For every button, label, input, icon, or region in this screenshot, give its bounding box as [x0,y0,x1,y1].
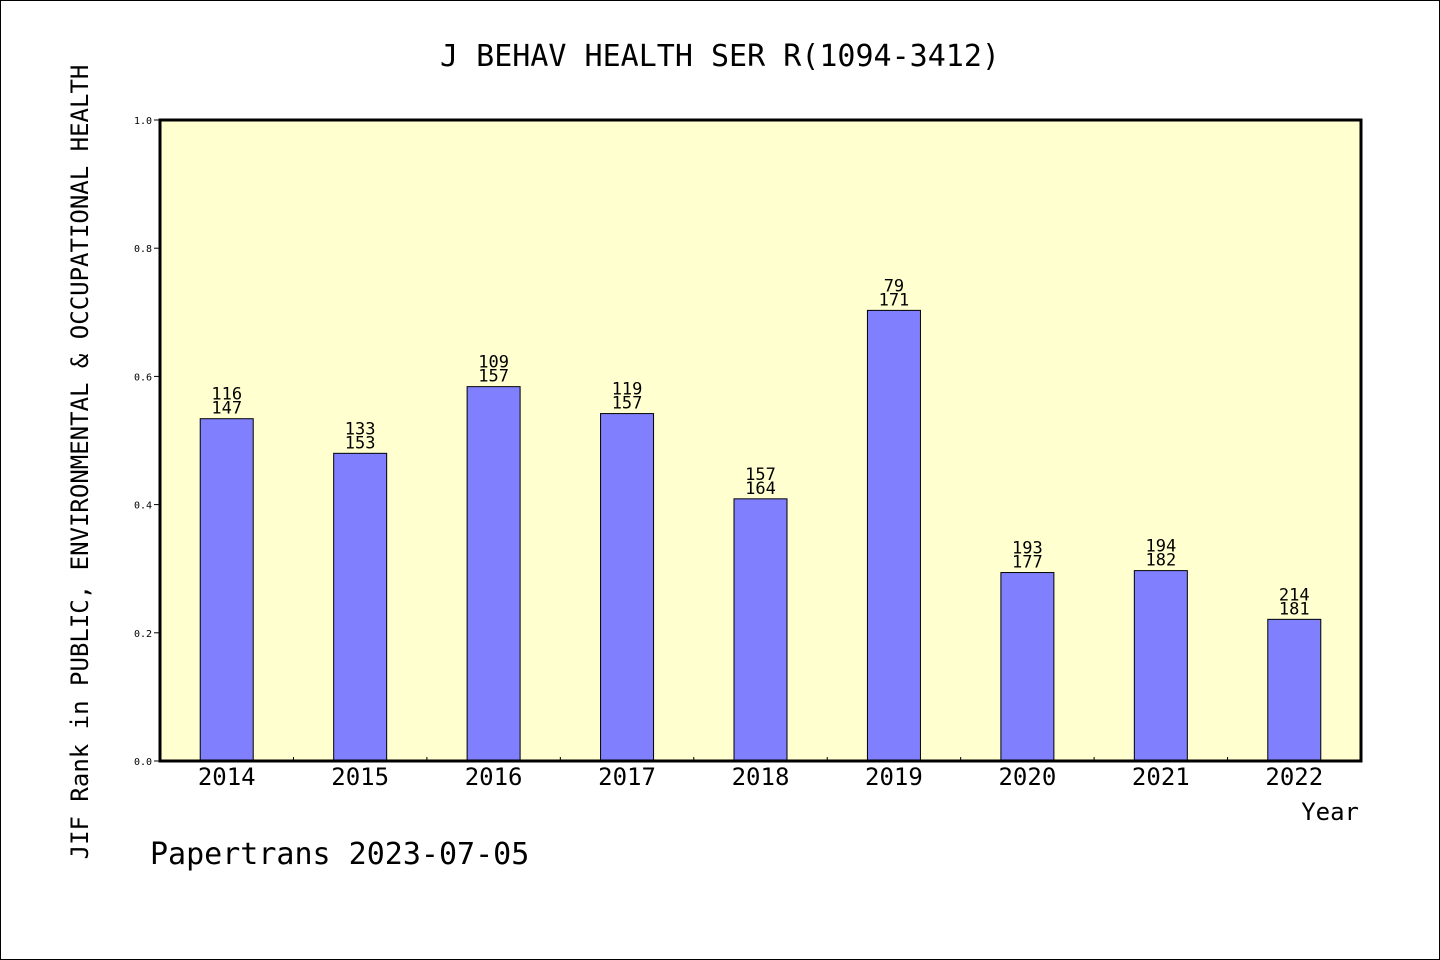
bar-label-top: 157 [745,465,776,485]
plot-border [158,118,1363,763]
x-tick-label: 2020 [998,763,1056,791]
x-axis: 2014 2015 2016 2017 2018 2019 2020 2021 2022 [198,757,1323,791]
y-axis: 0.0 0.2 0.4 0.6 0.8 1.0 [134,116,160,768]
bar-2016 [466,386,521,762]
y-tick-label: 0.0 [134,757,152,768]
y-tick-label: 0.8 [134,244,152,255]
bar-label-top: 116 [211,385,242,405]
bar-2014 [199,418,254,762]
x-tick-label: 2018 [732,763,790,791]
y-tick-label: 0.6 [134,372,152,383]
y-tick-label: 0.2 [134,629,152,640]
bar-label-top: 194 [1145,537,1176,557]
bar-label-top: 193 [1012,539,1043,559]
footer-text: Papertrans 2023-07-05 [150,837,529,872]
bar-label-top: 214 [1279,585,1310,605]
bar-2017 [600,413,655,762]
bar-label-bottom: 177 [1012,553,1043,573]
chart-title: J BEHAV HEALTH SER R(1094-3412) [440,39,1000,74]
bar-2018 [733,498,788,762]
bar-label-bottom: 182 [1145,551,1176,571]
bar-2022 [1267,618,1322,762]
x-tick-label: 2014 [198,763,256,791]
bar-2020 [1000,572,1055,762]
x-tick-label: 2021 [1132,763,1190,791]
bar-label-bottom: 171 [879,290,910,310]
bar-label-bottom: 164 [745,479,776,499]
bar-label-bottom: 157 [612,394,643,414]
bar-labels-group: 1161471331531091571191571571647917119317… [211,276,1309,619]
bar-2015 [333,452,388,762]
bar-label-top: 109 [478,353,509,373]
bar-2021 [1133,570,1188,762]
bar-label-bottom: 157 [478,367,509,387]
x-tick-label: 2016 [465,763,523,791]
y-tick-label: 1.0 [134,116,152,127]
x-tick-label: 2017 [598,763,656,791]
y-axis-label: JIF Rank in PUBLIC, ENVIRONMENTAL & OCCU… [66,65,94,860]
bar-label-bottom: 147 [211,399,242,419]
bar-label-top: 133 [345,419,376,439]
x-tick-label: 2015 [331,763,389,791]
x-tick-label: 2019 [865,763,923,791]
x-axis-label: Year [1301,798,1359,826]
x-tick-label: 2022 [1265,763,1323,791]
bars-group [199,309,1322,762]
bar-label-top: 79 [884,276,904,296]
bar-2019 [866,309,921,762]
bar-label-bottom: 181 [1279,599,1310,619]
bar-label-bottom: 153 [345,433,376,453]
bar-label-top: 119 [612,380,643,400]
y-tick-label: 0.4 [134,501,152,512]
